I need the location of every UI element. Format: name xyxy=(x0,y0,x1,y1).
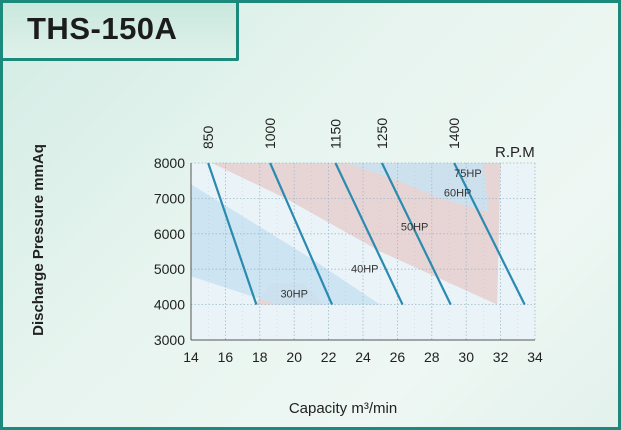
rpm-label-1400: 1400 xyxy=(446,118,462,149)
x-tick-label: 22 xyxy=(321,349,337,365)
x-tick-label: 32 xyxy=(493,349,509,365)
y-axis-title: Discharge Pressure mmAq xyxy=(30,144,47,336)
x-tick-label: 18 xyxy=(252,349,268,365)
hp-label: 50HP xyxy=(401,221,429,233)
rpm-label-850: 850 xyxy=(200,125,216,149)
performance-chart: 14 16 18 20 22 24 26 28 30 32 34 3000 4000 5000 6000 70… xyxy=(30,118,543,417)
page-title: THS-150A xyxy=(27,11,178,46)
hp-label: 40HP xyxy=(351,264,379,276)
x-tick-label: 30 xyxy=(458,349,474,365)
y-tick-label: 4000 xyxy=(154,297,185,313)
rpm-line-1150 xyxy=(334,162,404,306)
rpm-line-1000 xyxy=(269,162,334,306)
x-tick-label: 14 xyxy=(183,349,199,365)
x-tick-label: 26 xyxy=(390,349,406,365)
y-tick-label: 6000 xyxy=(154,226,185,242)
rpm-line-850 xyxy=(207,162,258,305)
x-tick-label: 16 xyxy=(218,349,234,365)
x-tick-label: 28 xyxy=(424,349,440,365)
band-blue-2 xyxy=(191,184,381,305)
hp-label: 75HP xyxy=(454,168,482,180)
hp-label: 30HP xyxy=(280,289,308,301)
x-axis-title: Capacity m³/min xyxy=(289,400,397,417)
x-tick-label: 24 xyxy=(355,349,371,365)
hp-label: 60HP xyxy=(444,188,472,200)
y-tick-label: 5000 xyxy=(154,261,185,277)
rpm-line-1250 xyxy=(380,162,452,306)
rpm-label-1150: 1150 xyxy=(327,119,343,149)
y-tick-label: 8000 xyxy=(154,155,185,171)
chart-labels: 14 16 18 20 22 24 26 28 30 32 34 3000 4000 5000 6000 70… xyxy=(154,118,543,365)
rpm-unit-label: R.P.M xyxy=(495,144,535,161)
rpm-label-1000: 1000 xyxy=(262,118,278,149)
title-tab: THS-150A xyxy=(3,3,239,61)
rpm-lines xyxy=(207,162,526,306)
y-tick-label: 7000 xyxy=(154,190,185,206)
x-tick-label: 20 xyxy=(286,349,302,365)
rpm-line-1400 xyxy=(453,162,526,306)
x-tick-label: 34 xyxy=(527,349,543,365)
band-blue-3 xyxy=(345,163,489,213)
rpm-label-1250: 1250 xyxy=(374,118,390,149)
y-tick-label: 3000 xyxy=(154,332,185,348)
grid-lines xyxy=(190,162,536,341)
